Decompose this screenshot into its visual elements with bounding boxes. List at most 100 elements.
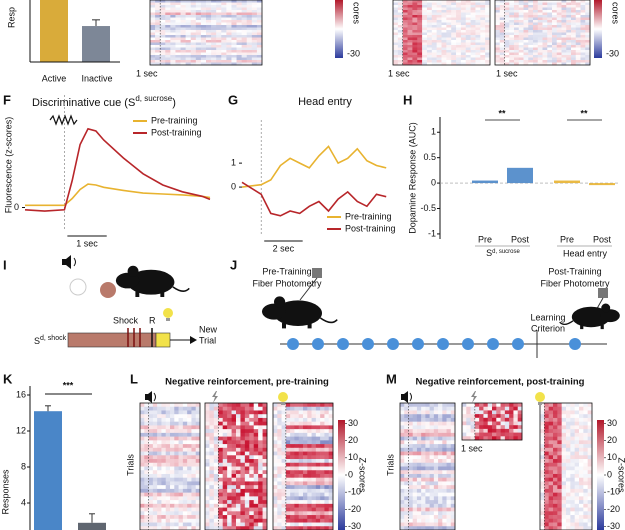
heatmap-cell	[442, 447, 447, 452]
heatmap-cell	[533, 32, 539, 36]
heatmap-cell	[446, 25, 452, 28]
heatmap-cell	[393, 47, 399, 51]
heatmap-cell	[160, 22, 166, 26]
heatmap-cell	[236, 12, 242, 16]
heatmap-cell	[211, 55, 217, 58]
heatmap-cell	[236, 477, 241, 482]
heatmap-cell	[157, 429, 162, 434]
heatmap-cell	[320, 432, 325, 437]
heatmap-cell	[161, 518, 167, 523]
heatmap-cell	[190, 35, 197, 38]
heatmap-cell	[241, 0, 248, 3]
heatmap-cell	[496, 436, 501, 441]
heatmap-cell	[407, 17, 413, 21]
heatmap-cell	[226, 7, 232, 11]
heatmap-cell	[294, 496, 300, 501]
bulb	[535, 392, 545, 402]
heatmap-cell	[152, 511, 158, 516]
heatmap-cell	[451, 15, 457, 18]
heatmap-cell	[587, 473, 593, 479]
heatmap-cell	[492, 414, 497, 419]
heatmap-cell	[451, 5, 457, 8]
heatmap-cell	[311, 477, 317, 482]
heatmap-cell	[324, 470, 330, 475]
heatmap-cell	[221, 62, 227, 66]
heatmap-cell	[148, 526, 154, 530]
heatmap-cell	[303, 440, 308, 445]
heatmap-cell	[585, 55, 591, 58]
heatmap-cell	[303, 473, 308, 479]
heatmap-cell	[236, 432, 241, 437]
heatmap-cell	[185, 35, 192, 38]
heatmap-cell	[537, 60, 543, 63]
colorbar-tick-label: 10	[607, 452, 617, 462]
heatmap-cell	[152, 507, 158, 512]
heatmap-cell	[404, 488, 409, 493]
heatmap-cell	[556, 5, 562, 8]
heatmap-cell	[408, 477, 413, 482]
heatmap-cell	[585, 52, 591, 56]
heatmap-cell	[253, 503, 259, 508]
heatmap-cell	[446, 526, 452, 530]
heatmap-cell	[426, 2, 433, 6]
heatmap-cell	[487, 428, 493, 433]
heatmap-cell	[426, 37, 433, 41]
heatmap-cell	[412, 485, 418, 490]
heatmap-cell	[231, 2, 237, 6]
heatmap-cell	[241, 52, 248, 56]
heatmap-cell	[438, 473, 443, 479]
heatmap-cell	[222, 477, 228, 482]
heatmap-cell	[421, 440, 426, 445]
heatmap-cell	[422, 7, 428, 11]
heatmap-cell	[460, 30, 467, 33]
heatmap-cell	[191, 515, 197, 520]
heatmap-cell	[262, 470, 268, 475]
heatmap-cell	[148, 432, 154, 437]
heatmap-cell	[397, 22, 403, 26]
heatmap-cell	[509, 35, 515, 38]
heatmap-cell	[583, 462, 588, 467]
heatmap-cell	[152, 432, 158, 437]
heatmap-cell	[442, 459, 447, 464]
heatmap-cell	[226, 20, 232, 23]
heatmap-cell	[195, 429, 201, 434]
heatmap-cell	[155, 37, 161, 41]
heatmap-cell	[566, 503, 571, 508]
heatmap-cell	[542, 0, 548, 3]
heatmap-cell	[290, 503, 295, 508]
heatmap-cell	[241, 17, 248, 21]
heatmap-cell	[475, 5, 481, 8]
heatmap-cell	[566, 466, 571, 471]
heatmap-cell	[174, 432, 179, 437]
heatmap-cell	[200, 57, 207, 61]
heatmap-cell	[258, 436, 263, 441]
heatmap-cell	[544, 451, 549, 456]
heatmap-cell	[548, 466, 554, 471]
heatmap-cell	[570, 488, 575, 493]
heatmap-cell	[211, 20, 217, 23]
heatmap-cell	[150, 25, 156, 28]
heatmap-cell	[191, 481, 197, 486]
heatmap-cell	[566, 406, 571, 411]
heatmap-cell	[294, 440, 300, 445]
heatmap-cell	[480, 60, 486, 63]
heatmap-cell	[277, 440, 282, 445]
heatmap-cell	[412, 455, 418, 460]
heatmap-cell	[566, 511, 571, 516]
heatmap-cell	[421, 414, 426, 419]
heatmap-cell	[441, 27, 447, 31]
heatmap-cell	[587, 444, 593, 449]
heatmap-cell	[561, 30, 567, 33]
heatmap-cell	[161, 481, 167, 486]
heatmap-cell	[165, 451, 171, 456]
heatmap-cell	[485, 35, 491, 38]
heatmap-cell	[544, 503, 549, 508]
heatmap-cell	[190, 42, 197, 46]
heatmap-cell	[195, 42, 202, 46]
heatmap-cell	[509, 55, 515, 58]
heatmap-cell	[416, 515, 422, 520]
heatmap-cell	[281, 518, 287, 523]
heatmap-cell	[408, 515, 413, 520]
heatmap-cell	[205, 481, 210, 486]
heatmap-cell	[393, 30, 399, 33]
